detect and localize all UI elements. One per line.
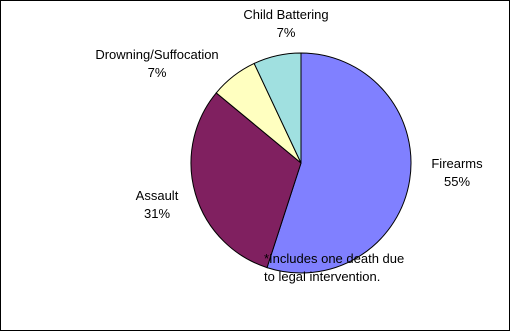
footnote-line-2: to legal intervention. — [264, 269, 380, 284]
slice-labels: Firearms 55% Assault 31% Drowning/Suffocatio… — [95, 7, 483, 221]
slice-assault — [190, 92, 302, 269]
slice-percent-label: 7% — [277, 25, 296, 40]
footnote-line-1: *Includes one death due — [264, 251, 404, 266]
slice-label: Child Battering — [243, 7, 328, 22]
slice-label: Assault — [136, 188, 179, 203]
slice-percent-label: 31% — [144, 206, 170, 221]
slice-label: Firearms — [431, 156, 483, 171]
slice-percent-label: 7% — [148, 65, 167, 80]
slice-percent-label: 55% — [444, 174, 470, 189]
pie-slices — [190, 52, 412, 274]
slice-label: Drowning/Suffocation — [95, 47, 218, 62]
slice-child-battering — [253, 52, 302, 164]
slice-firearms — [266, 52, 412, 274]
